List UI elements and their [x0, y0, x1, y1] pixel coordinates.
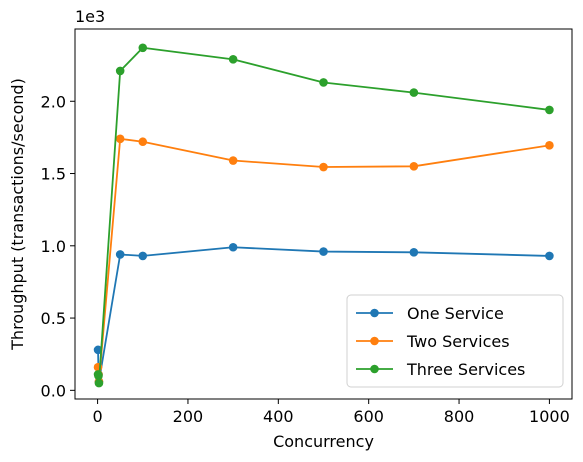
legend-label-one-service: One Service [407, 304, 504, 323]
data-point-one-service [545, 251, 554, 261]
y-axis-label: Throughput (transactions/second) [8, 78, 27, 351]
y-tick-label: 0.0 [41, 381, 66, 400]
x-tick-label: 400 [263, 407, 294, 426]
data-point-two-services [319, 162, 328, 172]
y-axis: 0.0 0.5 1.0 1.5 2.0 [41, 92, 75, 400]
data-point-two-services [228, 156, 238, 165]
data-point-two-services [545, 141, 554, 150]
data-point-three-services [228, 55, 238, 64]
legend-marker-two-services [370, 336, 379, 346]
x-axis: 0 200 400 600 800 1000 [92, 399, 570, 426]
data-point-one-service [319, 247, 328, 256]
data-point-two-services [138, 137, 148, 147]
data-point-one-service [115, 250, 125, 259]
x-tick-label: 800 [444, 407, 475, 426]
legend-marker-three-services [370, 364, 379, 374]
data-point-three-services [138, 43, 148, 53]
legend-label-two-services: Two Services [406, 332, 510, 351]
data-point-three-services [545, 105, 554, 115]
x-axis-label: Concurrency [273, 432, 374, 451]
data-point-two-services [409, 162, 419, 171]
data-point-one-service [409, 248, 419, 257]
x-tick-label: 1000 [529, 407, 570, 426]
data-point-one-service [228, 242, 238, 252]
legend-box [346, 294, 564, 388]
legend-marker-one-service [370, 308, 379, 318]
data-point-three-services [94, 378, 104, 388]
series-three-services [93, 43, 554, 388]
legend: One Service Two Services Three Services [346, 294, 564, 388]
y-tick-label: 0.5 [41, 309, 66, 328]
data-point-two-services [115, 134, 125, 144]
data-point-one-service [138, 251, 148, 261]
legend-label-three-services: Three Services [406, 360, 525, 379]
data-point-three-services [319, 78, 328, 87]
y-tick-label: 2.0 [41, 92, 66, 111]
x-tick-label: 600 [353, 407, 384, 426]
y-offset-label: 1e3 [75, 7, 105, 26]
y-tick-label: 1.0 [41, 237, 66, 256]
x-tick-label: 200 [173, 407, 204, 426]
plot-frame [74, 28, 573, 400]
x-tick-label: 0 [92, 407, 102, 426]
y-tick-label: 1.5 [41, 165, 66, 184]
data-point-three-services [409, 88, 419, 97]
data-point-three-services [115, 66, 125, 76]
series-layer [93, 43, 554, 388]
data-point-three-services [94, 371, 103, 381]
